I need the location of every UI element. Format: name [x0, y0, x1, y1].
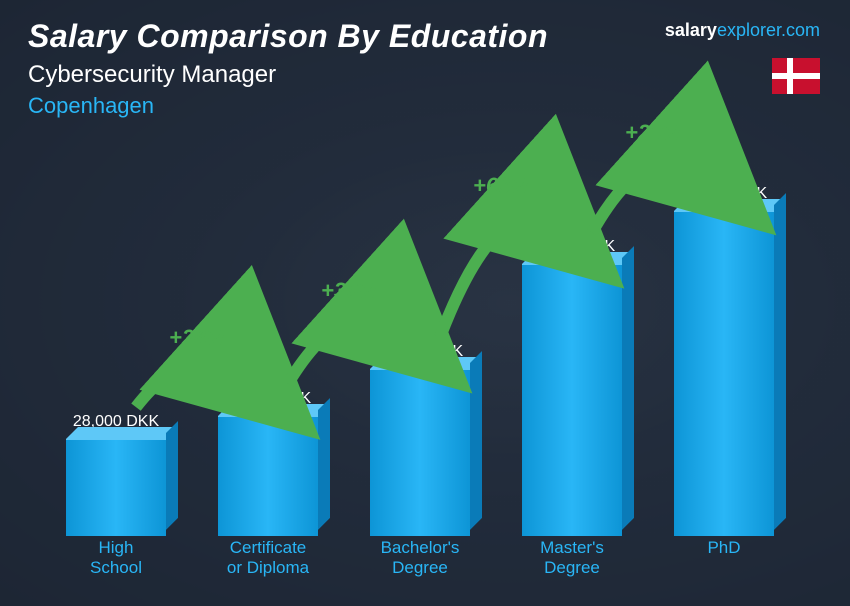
- bar-shape-0: [66, 439, 166, 536]
- job-title: Cybersecurity Manager: [28, 61, 822, 89]
- pct-label-3: +63%: [473, 173, 530, 199]
- brand-left: salary: [665, 20, 717, 40]
- pct-label-4: +20%: [625, 120, 682, 146]
- xlabel-1: Certificateor Diploma: [200, 538, 337, 586]
- xlabel-3: Master'sDegree: [504, 538, 641, 586]
- pct-label-1: +24%: [169, 325, 226, 351]
- location: Copenhagen: [28, 93, 822, 119]
- bar-4: 93,900 DKK: [656, 185, 793, 536]
- xlabel-0: HighSchool: [48, 538, 185, 586]
- salary-bar-chart: 28,000 DKK34,800 DKK48,200 DKK78,500 DKK…: [40, 150, 800, 586]
- xlabel-2: Bachelor'sDegree: [352, 538, 489, 586]
- brand-logo: salaryexplorer.com: [665, 20, 820, 41]
- brand-right: explorer.com: [717, 20, 820, 40]
- bar-shape-2: [370, 369, 470, 536]
- bar-3: 78,500 DKK: [504, 238, 641, 536]
- xlabel-4: PhD: [656, 538, 793, 586]
- bar-2: 48,200 DKK: [352, 343, 489, 536]
- bar-shape-4: [674, 211, 774, 536]
- bar-shape-1: [218, 416, 318, 536]
- bar-0: 28,000 DKK: [48, 413, 185, 536]
- pct-label-2: +39%: [321, 278, 378, 304]
- bar-shape-3: [522, 264, 622, 536]
- denmark-flag-icon: [772, 58, 820, 94]
- bar-1: 34,800 DKK: [200, 390, 337, 536]
